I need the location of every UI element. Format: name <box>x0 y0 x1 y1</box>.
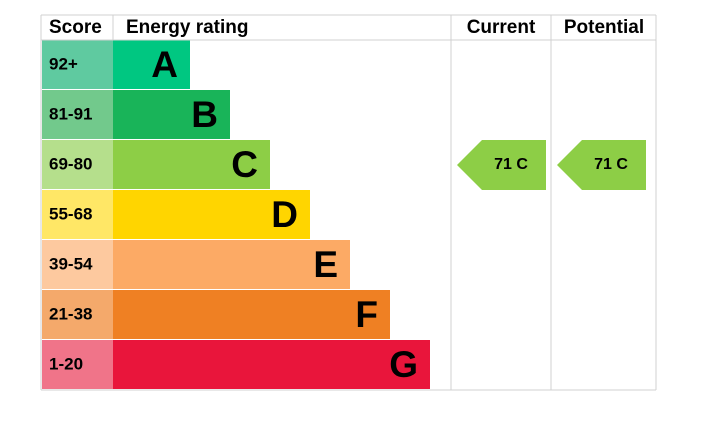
score-cell <box>42 240 113 289</box>
band-letter: F <box>355 294 378 335</box>
score-cell <box>42 340 113 389</box>
band-letter: G <box>389 344 418 385</box>
score-cell <box>42 290 113 339</box>
band-letter: B <box>191 94 218 135</box>
band-letter: D <box>271 194 298 235</box>
rating-bar <box>113 340 430 389</box>
rating-bar <box>113 40 190 89</box>
score-range: 92+ <box>49 54 78 73</box>
rating-bar <box>113 240 350 289</box>
score-cell <box>42 190 113 239</box>
score-range: 39-54 <box>49 254 93 273</box>
score-range: 81-91 <box>49 104 92 123</box>
score-cell <box>42 140 113 189</box>
current-arrow <box>457 140 546 190</box>
score-cell <box>42 90 113 139</box>
score-range: 55-68 <box>49 204 92 223</box>
rating-bar <box>113 290 390 339</box>
band-letter: C <box>231 144 258 185</box>
rating-rows: 92+ A 81-91 B 69-80 C 55-68 D 39-54 E 21-38 F 1-20 G <box>42 40 430 389</box>
score-range: 21-38 <box>49 304 92 323</box>
header-potential: Potential <box>564 17 644 38</box>
score-cell <box>42 40 113 89</box>
rating-bar <box>113 90 230 139</box>
band-letter: A <box>151 44 178 85</box>
potential-label: 71 C <box>594 156 628 173</box>
band-letter: E <box>313 244 338 285</box>
potential-arrow <box>557 140 646 190</box>
score-range: 1-20 <box>49 354 83 373</box>
header-current: Current <box>467 17 536 38</box>
header-score: Score <box>49 17 102 38</box>
rating-bar <box>113 140 270 189</box>
score-range: 69-80 <box>49 154 92 173</box>
rating-bar <box>113 190 310 239</box>
header-rating: Energy rating <box>126 17 248 38</box>
current-label: 71 C <box>494 156 528 173</box>
